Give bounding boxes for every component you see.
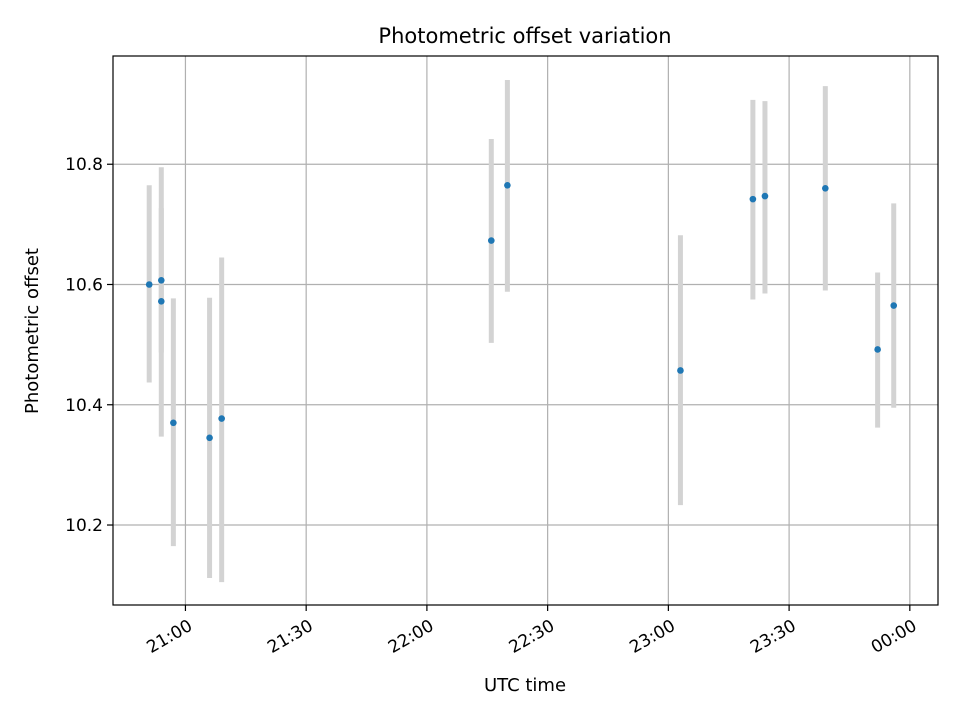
y-tick-label: 10.6 (65, 275, 103, 295)
data-point (749, 195, 757, 203)
y-axis-label: Photometric offset (22, 248, 43, 414)
data-point (206, 434, 213, 442)
plot-area-frame (112, 55, 939, 606)
data-point (157, 276, 165, 284)
y-tick-label: 10.2 (65, 516, 103, 536)
data-point (890, 302, 898, 309)
data-point (170, 419, 177, 427)
data-points (145, 181, 898, 442)
x-axis-label: UTC time (484, 675, 566, 696)
data-point (145, 281, 153, 288)
data-point (761, 192, 769, 200)
data-point (874, 346, 881, 353)
data-point (218, 415, 225, 422)
chart-title: Photometric offset variation (378, 24, 671, 48)
data-point (677, 367, 684, 374)
data-point (504, 181, 511, 189)
y-tick-label: 10.8 (65, 155, 103, 175)
grid-lines (113, 56, 938, 605)
data-point (487, 237, 495, 244)
y-tick-label: 10.4 (65, 396, 103, 416)
data-point (157, 298, 165, 305)
data-point (822, 184, 829, 192)
